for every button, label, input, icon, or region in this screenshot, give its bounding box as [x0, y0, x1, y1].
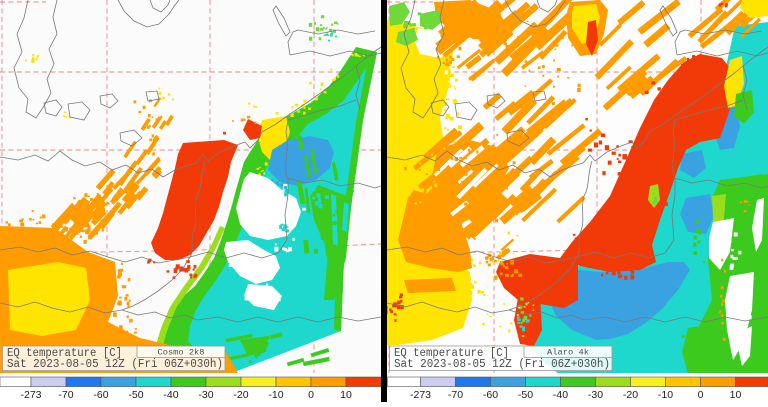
- svg-text:-70: -70: [448, 389, 463, 401]
- svg-text:-10: -10: [268, 389, 283, 401]
- svg-text:0: 0: [698, 389, 704, 401]
- svg-text:Alaro 4k: Alaro 4k: [547, 348, 589, 358]
- svg-text:-40: -40: [553, 389, 568, 401]
- svg-text:-50: -50: [128, 389, 143, 401]
- svg-text:-60: -60: [483, 389, 498, 401]
- svg-text:-273: -273: [20, 389, 41, 401]
- svg-text:-30: -30: [588, 389, 603, 401]
- svg-text:Sat 2023-08-05 12Z (Fri 06Z+03: Sat 2023-08-05 12Z (Fri 06Z+030h): [7, 358, 223, 371]
- svg-text:-40: -40: [163, 389, 178, 401]
- svg-text:-50: -50: [518, 389, 533, 401]
- svg-text:Sat 2023-08-05 12Z (Fri 06Z+03: Sat 2023-08-05 12Z (Fri 06Z+030h): [394, 358, 610, 371]
- svg-text:-273: -273: [410, 389, 431, 401]
- svg-text:Cosmo 2k8: Cosmo 2k8: [158, 348, 205, 358]
- svg-text:-70: -70: [58, 389, 73, 401]
- svg-text:0: 0: [308, 389, 314, 401]
- svg-text:-20: -20: [233, 389, 248, 401]
- svg-text:-10: -10: [658, 389, 673, 401]
- svg-text:10: 10: [730, 389, 742, 401]
- svg-text:10: 10: [340, 389, 352, 401]
- svg-text:-60: -60: [93, 389, 108, 401]
- svg-text:-20: -20: [623, 389, 638, 401]
- svg-text:-30: -30: [198, 389, 213, 401]
